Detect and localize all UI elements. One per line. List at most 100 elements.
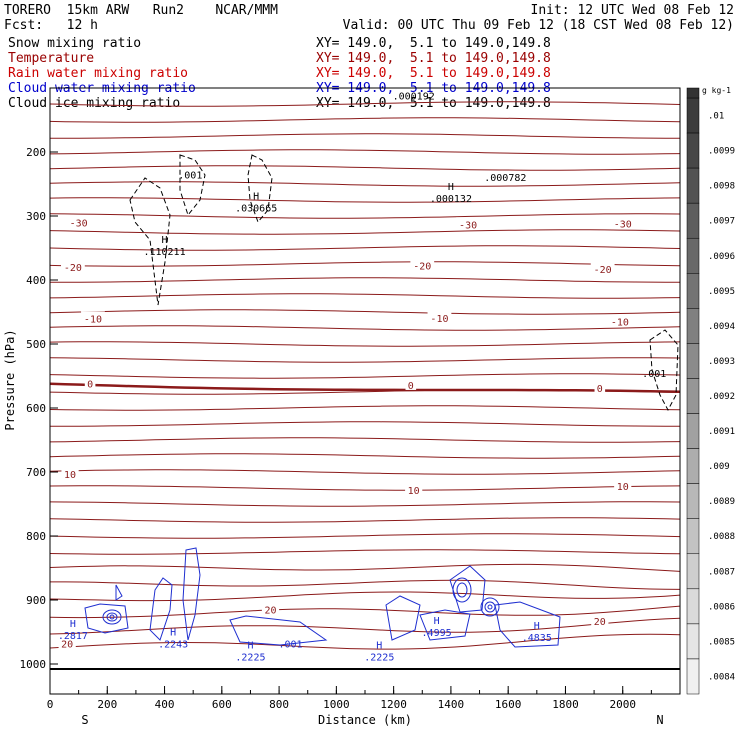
x-tick-label: 1400: [438, 698, 465, 711]
cloud-water-contour: [385, 595, 421, 641]
field-xy-snow: XY= 149.0, 5.1 to 149.0,149.8: [316, 36, 551, 51]
cloud-water-contour: [494, 601, 561, 648]
temperature-label-bg: [614, 479, 632, 492]
temperature-label-bg: [410, 258, 435, 271]
valid-time: Valid: 00 UTC Thu 09 Feb 12 (18 CST Wed …: [342, 18, 734, 33]
maximum-value-label: .000132: [430, 194, 472, 205]
maximum-marker: H: [162, 235, 168, 246]
temperature-contour-label: -20: [594, 265, 612, 276]
maximum-marker: H: [170, 628, 176, 639]
north-label: N: [656, 713, 663, 727]
cloud-water-contour: [115, 584, 123, 601]
temperature-label-bg: [610, 216, 635, 229]
colorbar-segment: [686, 413, 700, 449]
colorbar-tick-label: .0084: [708, 672, 735, 682]
temperature-contour-line: [50, 133, 680, 139]
temperature-contour-label: 0: [87, 380, 93, 391]
temperature-label-bg: [81, 311, 105, 324]
cloud-water-contour: [84, 603, 129, 634]
temperature-label-bg: [591, 614, 609, 627]
maximum-marker: H: [247, 640, 253, 651]
colorbar-unit: g kg-1: [702, 86, 731, 95]
colorbar-segment: [686, 483, 700, 519]
colorbar-segment: [686, 87, 700, 99]
temperature-contour-label: 20: [264, 606, 276, 617]
temperature-contour-line: [49, 309, 681, 315]
temperature-contour-label: 20: [61, 640, 73, 651]
temperature-contour-line: [50, 421, 680, 427]
temperature-contour-line: [49, 245, 681, 251]
maximum-value-label: .001: [278, 640, 302, 651]
colorbar-tick-label: .0088: [708, 532, 735, 542]
cloud-ice-contour: [247, 154, 273, 223]
colorbar-segment: [686, 378, 700, 414]
forecast-hour: Fcst: 12 h: [4, 18, 98, 33]
cloud-ice-contour: [649, 329, 679, 412]
field-xy-cloudice: XY= 149.0, 5.1 to 149.0,149.8: [316, 96, 551, 111]
cloud-ice-contour: [179, 154, 206, 217]
x-axis-label: Distance (km): [318, 713, 412, 727]
colorbar-tick-label: .009: [708, 462, 730, 472]
colorbar-segment: [686, 343, 700, 379]
field-name-temperature: Temperature: [8, 51, 95, 66]
maximum-value-label: .2225: [235, 652, 265, 663]
temperature-label-bg: [66, 215, 91, 228]
maximum-value-label: .000782: [484, 173, 526, 184]
temperature-contour-label: -10: [84, 314, 102, 325]
cloud-ice-contour: [129, 177, 171, 306]
colorbar-tick-label: .0097: [708, 217, 735, 227]
temperature-contour-line: [49, 563, 681, 572]
cloud-water-contour: [484, 601, 496, 613]
x-tick-label: 0: [47, 698, 54, 711]
y-tick-label: 300: [26, 210, 46, 223]
colorbar-segment: [686, 623, 700, 660]
colorbar-tick-label: .0096: [708, 252, 735, 262]
y-tick-label: 200: [26, 146, 46, 159]
south-label: S: [81, 713, 88, 727]
maximum-marker: H: [376, 640, 382, 651]
y-tick-label: 1000: [20, 658, 47, 671]
x-tick-label: 2000: [609, 698, 636, 711]
plot-axes: 0 200 400 600 800 1000 1200 1400 1600 1800 2000200…: [3, 87, 681, 727]
maximum-value-label: .000192: [393, 92, 435, 103]
temperature-contour-line: [49, 517, 681, 523]
temperature-contour-label: -20: [413, 261, 431, 272]
temperature-contour-line: [49, 373, 681, 379]
colorbar-segment: [686, 553, 700, 590]
temperature-contour-line: [49, 633, 681, 650]
colorbar-segment: [686, 167, 700, 204]
colorbar-segment: [686, 202, 700, 239]
temperature-contour-line: [49, 165, 681, 171]
cloud-water-contour: [229, 615, 328, 646]
temperature-label-bg: [61, 466, 79, 479]
temperature-label-bg: [61, 260, 85, 273]
temperature-label-bg: [590, 262, 615, 275]
temperature-contour-label: -10: [611, 318, 629, 329]
field-xy-rain: XY= 149.0, 5.1 to 149.0,149.8: [316, 66, 551, 81]
temperature-contour-line: [49, 101, 681, 107]
temperature-label-bg: [594, 381, 606, 394]
colorbar-segment: [686, 588, 700, 625]
cloud-water-contour: [449, 565, 486, 613]
temperature-contour-label: 0: [408, 381, 414, 392]
temperature-contour-line: [49, 453, 681, 459]
colorbar-tick-label: .0092: [708, 392, 735, 402]
temperature-contour-line: [49, 533, 681, 539]
temperature-contour-label: 10: [408, 486, 420, 497]
maximum-value-label: .030665: [235, 204, 277, 215]
temperature-label-bg: [405, 377, 417, 390]
colorbar-segment: [686, 518, 700, 555]
colorbar-tick-label: .0087: [708, 567, 735, 577]
colorbar-tick-label: .0085: [708, 637, 735, 647]
temperature-contour-label: -20: [64, 263, 82, 274]
cloud-water-contour: [106, 612, 118, 622]
colorbar-tick-label: .0089: [708, 497, 735, 507]
temperature-label-bg: [607, 314, 632, 327]
cloud-water-contour: [182, 547, 201, 641]
cloud-water-contour: [487, 604, 493, 610]
colorbar-tick-label: .0093: [708, 357, 735, 367]
colorbar-tick-label: .0086: [708, 602, 735, 612]
temperature-contour-line: [49, 617, 681, 635]
field-name-rain: Rain water mixing ratio: [8, 66, 189, 81]
